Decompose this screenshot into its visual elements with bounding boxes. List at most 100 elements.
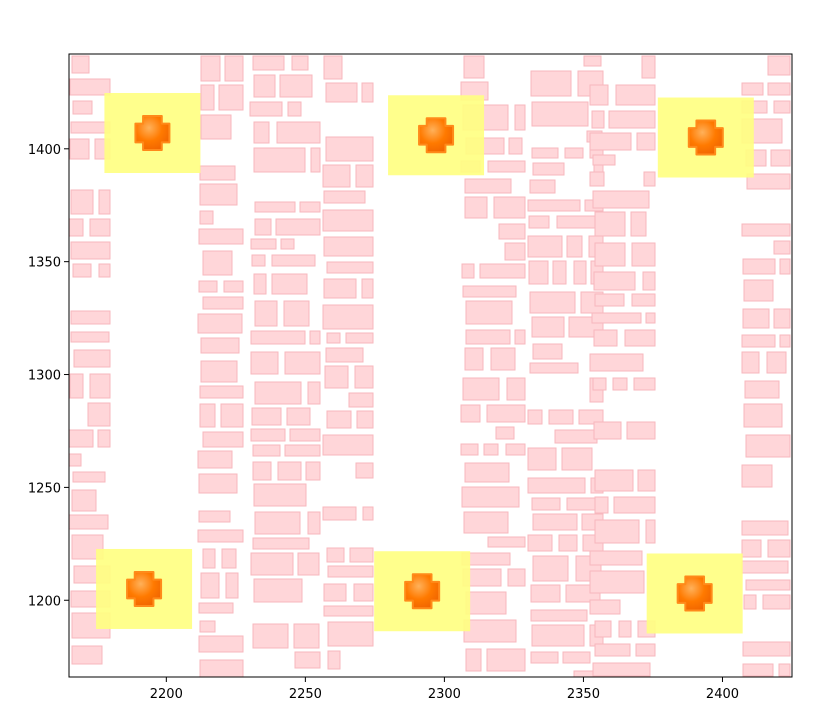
- building-footprint: [778, 663, 791, 677]
- building-footprint: [589, 599, 621, 615]
- building-footprint: [252, 55, 285, 71]
- building-footprint: [645, 519, 656, 544]
- building-footprint: [589, 84, 609, 106]
- building-footprint: [495, 426, 515, 440]
- building-footprint: [487, 160, 526, 173]
- building-footprint: [531, 316, 565, 338]
- building-footprint: [464, 178, 512, 194]
- building-footprint: [779, 258, 791, 275]
- building-footprint: [589, 132, 632, 151]
- building-footprint: [564, 147, 584, 159]
- building-footprint: [250, 238, 277, 250]
- building-footprint: [527, 477, 586, 494]
- building-footprint: [745, 434, 791, 458]
- building-footprint: [743, 403, 783, 428]
- building-footprint: [250, 351, 279, 375]
- building-footprint: [593, 329, 618, 347]
- building-footprint: [529, 179, 556, 194]
- building-footprint: [275, 218, 321, 236]
- building-footprint: [220, 403, 244, 428]
- building-footprint: [254, 300, 278, 327]
- building-footprint: [73, 349, 111, 368]
- building-footprint: [253, 483, 307, 507]
- building-footprint: [566, 235, 583, 258]
- building-footprint: [592, 662, 651, 677]
- building-footprint: [532, 162, 565, 176]
- building-footprint: [89, 373, 111, 399]
- building-footprint: [284, 444, 321, 457]
- building-footprint: [305, 461, 321, 481]
- building-footprint: [464, 196, 488, 219]
- building-footprint: [293, 623, 320, 649]
- building-footprint: [465, 591, 507, 615]
- building-footprint: [70, 331, 110, 343]
- building-footprint: [289, 428, 321, 442]
- building-footprint: [461, 486, 520, 508]
- building-footprint: [594, 293, 625, 307]
- building-footprint: [291, 55, 309, 71]
- building-footprint: [773, 308, 791, 329]
- building-footprint: [87, 402, 111, 427]
- building-footprint: [561, 447, 593, 471]
- building-footprint: [283, 300, 310, 327]
- building-footprint: [504, 242, 526, 261]
- building-footprint: [562, 651, 591, 664]
- building-footprint: [592, 190, 650, 209]
- x-tick-label: 2350: [567, 687, 600, 702]
- building-footprint: [323, 190, 366, 204]
- building-footprint: [198, 228, 244, 245]
- building-footprint: [286, 407, 311, 426]
- building-footprint: [69, 453, 82, 467]
- building-footprint: [594, 211, 626, 237]
- building-footprint: [741, 334, 776, 348]
- building-footprint: [766, 351, 787, 374]
- building-footprint: [323, 278, 357, 299]
- y-tick-label: 1400: [28, 143, 61, 158]
- building-footprint: [462, 285, 517, 298]
- building-footprint: [199, 659, 244, 677]
- building-footprint: [462, 377, 500, 401]
- building-footprint: [746, 173, 791, 190]
- y-axis: 1200 1250 1300 1350 1400: [28, 143, 69, 609]
- building-footprint: [254, 511, 301, 535]
- building-footprint: [641, 55, 656, 79]
- building-footprint: [589, 550, 643, 566]
- building-footprint: [615, 84, 656, 106]
- building-footprint: [323, 236, 374, 257]
- building-footprint: [527, 409, 543, 425]
- building-footprint: [287, 101, 302, 117]
- building-footprint: [630, 211, 647, 237]
- building-footprint: [72, 471, 106, 483]
- building-footprint: [527, 235, 563, 258]
- building-footprint: [612, 377, 628, 391]
- building-footprint: [773, 100, 791, 114]
- building-footprint: [531, 497, 561, 511]
- building-footprint: [508, 137, 523, 155]
- building-footprint: [743, 279, 774, 302]
- building-footprint: [762, 594, 791, 610]
- building-footprint: [71, 489, 97, 512]
- building-footprint: [465, 300, 513, 325]
- x-tick-label: 2300: [428, 687, 461, 702]
- building-footprint: [323, 583, 347, 602]
- building-footprint: [741, 560, 789, 574]
- building-footprint: [309, 330, 321, 345]
- location-marker: [134, 115, 171, 152]
- building-footprint: [323, 605, 374, 617]
- building-footprint: [741, 520, 789, 536]
- building-footprint: [69, 218, 84, 237]
- building-footprint: [594, 469, 634, 492]
- building-footprint: [361, 278, 374, 299]
- building-footprint: [198, 602, 234, 614]
- building-footprint: [594, 643, 631, 657]
- building-footprint: [594, 519, 640, 544]
- building-footprint: [741, 351, 760, 374]
- location-marker: [687, 119, 724, 156]
- building-footprint: [531, 101, 589, 127]
- building-footprint: [527, 534, 553, 552]
- building-footprint: [199, 403, 216, 428]
- building-footprint: [529, 362, 579, 374]
- building-footprint: [97, 429, 111, 448]
- building-footprint: [225, 572, 239, 599]
- building-footprint: [486, 404, 526, 423]
